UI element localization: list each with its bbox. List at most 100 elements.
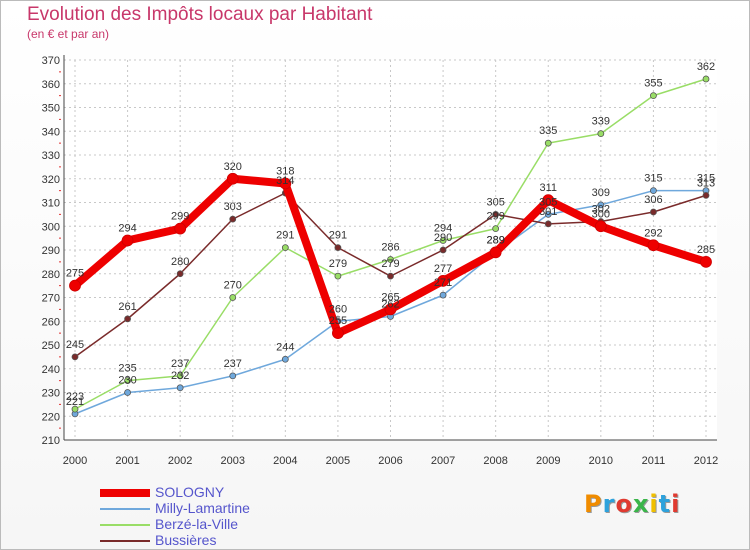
y-tick-label: 280	[42, 269, 60, 281]
x-tick-label: 2012	[694, 455, 718, 467]
x-tick-label: 2002	[168, 455, 192, 467]
data-point	[334, 244, 342, 252]
data-point	[439, 237, 447, 244]
data-label: 275	[66, 268, 84, 280]
legend-label: Berzé-la-Ville	[155, 516, 238, 532]
x-tick-label: 2010	[589, 455, 613, 467]
data-label: 265	[381, 291, 399, 303]
data-label: 305	[539, 196, 557, 208]
data-point	[650, 187, 657, 195]
x-tick-label: 2005	[326, 455, 350, 467]
logo-letter: i	[671, 490, 681, 518]
data-point	[650, 208, 657, 216]
data-point	[489, 246, 502, 259]
y-tick-label: 350	[42, 103, 60, 115]
data-label: 299	[171, 211, 189, 223]
y-tick-label: 210	[42, 435, 60, 447]
data-point	[384, 303, 397, 316]
data-point	[281, 244, 289, 252]
data-label: 223	[66, 391, 84, 403]
data-label: 271	[434, 277, 452, 289]
data-point	[544, 220, 552, 228]
data-label: 230	[118, 375, 136, 387]
data-label: 291	[329, 230, 347, 242]
y-tick-label: 270	[42, 293, 60, 305]
data-label: 286	[381, 242, 399, 254]
data-label: 355	[644, 78, 662, 90]
data-label: 320	[224, 161, 242, 173]
data-label: 261	[118, 301, 136, 313]
logo-letter: x	[632, 490, 650, 518]
data-label: 299	[486, 211, 504, 223]
data-label: 306	[644, 194, 662, 206]
data-label: 303	[224, 201, 242, 213]
data-label: 285	[697, 244, 715, 256]
x-tick-label: 2006	[378, 455, 402, 467]
data-label: 244	[276, 341, 294, 353]
data-point	[700, 255, 712, 268]
data-point	[597, 130, 605, 138]
data-label: 270	[224, 280, 242, 292]
y-tick-label: 330	[42, 150, 60, 162]
legend-label: SOLOGNY	[155, 484, 225, 500]
legend-swatch	[100, 540, 150, 542]
legend-swatch	[100, 489, 150, 497]
data-point	[702, 75, 710, 83]
x-tick-label: 2000	[63, 455, 87, 467]
x-tick-label: 2007	[431, 455, 455, 467]
data-point	[544, 139, 552, 147]
chart-title: Evolution des Impôts locaux par Habitant	[27, 4, 373, 25]
data-label: 232	[171, 370, 189, 382]
data-point	[124, 389, 131, 396]
data-point	[124, 315, 131, 323]
data-point	[176, 384, 184, 392]
x-tick-label: 2008	[483, 455, 507, 467]
data-point	[387, 256, 394, 263]
data-label: 289	[486, 234, 504, 246]
data-label: 294	[118, 223, 136, 235]
data-point	[544, 210, 552, 218]
logo-letter: o	[615, 490, 633, 518]
y-tick-label: 360	[42, 79, 60, 91]
data-label: 289	[486, 234, 504, 246]
line-chart: 210 220 230 240 250 260 270 280 290 300 310 320 330 3…	[42, 55, 718, 467]
y-tick-label: 340	[42, 126, 60, 138]
y-tick-label: 240	[42, 364, 60, 376]
data-point	[334, 272, 342, 280]
data-label: 255	[329, 315, 347, 327]
data-label: 280	[171, 256, 189, 268]
data-label: 318	[276, 166, 294, 178]
data-label: 309	[592, 187, 610, 199]
data-label: 305	[486, 196, 504, 208]
data-label: 237	[171, 358, 189, 370]
data-label: 300	[592, 208, 610, 220]
data-point	[176, 270, 184, 278]
legend-label: Bussières	[155, 532, 217, 548]
data-label: 311	[539, 182, 557, 194]
data-point	[121, 234, 134, 247]
data-point	[439, 246, 447, 254]
x-tick-label: 2003	[221, 455, 245, 467]
data-label: 277	[434, 263, 452, 275]
data-label: 314	[276, 175, 294, 187]
data-point	[71, 353, 79, 361]
logo-letter: P	[584, 490, 603, 518]
data-label: 291	[276, 230, 294, 242]
legend-label: Milly-Lamartine	[155, 500, 250, 516]
y-tick-label: 320	[42, 174, 60, 186]
data-point	[124, 377, 131, 385]
data-point	[229, 215, 237, 223]
data-point	[332, 327, 344, 340]
data-point	[542, 194, 555, 207]
data-point	[647, 239, 660, 252]
data-label: 221	[66, 396, 84, 408]
legend-swatch	[100, 508, 150, 510]
data-point	[437, 274, 449, 287]
data-label: 335	[539, 125, 557, 137]
y-tick-label: 230	[42, 388, 60, 400]
data-label: 294	[434, 223, 452, 235]
data-point	[650, 92, 657, 100]
data-point	[281, 355, 289, 363]
data-label: 339	[592, 116, 610, 128]
y-tick-label: 310	[42, 198, 60, 210]
